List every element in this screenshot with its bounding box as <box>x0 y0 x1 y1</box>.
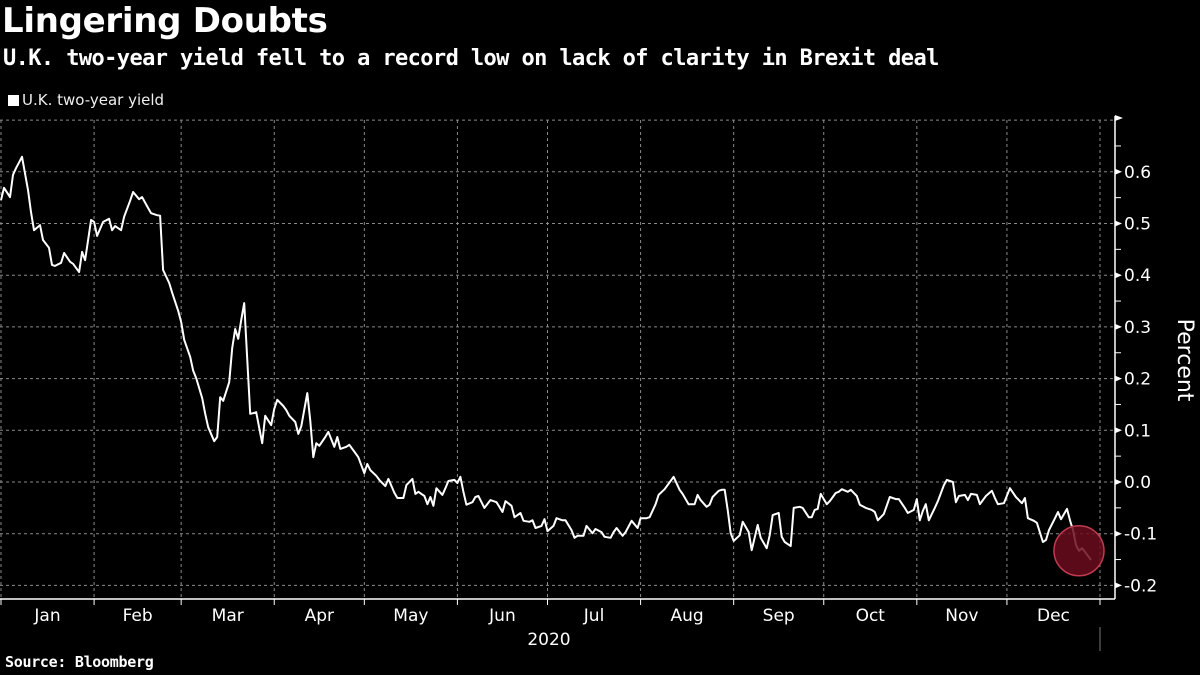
y-tick-marker <box>1115 530 1122 537</box>
y-tick-marker <box>1115 479 1122 485</box>
x-tick-label: Nov <box>945 606 978 626</box>
legend: U.K. two-year yield <box>8 90 164 110</box>
x-tick-label: Mar <box>212 606 244 626</box>
y-tick-label: 0.3 <box>1124 318 1151 338</box>
y-tick-label: 0.6 <box>1124 163 1151 183</box>
y-axis-title: Percent <box>1172 319 1197 402</box>
series-line-uk-two-year-yield <box>0 155 1092 561</box>
y-tick-label: 0.2 <box>1124 370 1151 390</box>
chart-title: Lingering Doubts <box>2 1 328 41</box>
legend-label: U.K. two-year yield <box>22 91 165 109</box>
highlight-layer <box>1053 525 1105 577</box>
y-axis-arrow-icon <box>1115 115 1123 121</box>
y-tick-marker <box>1115 427 1122 434</box>
y-tick-marker <box>1115 272 1122 279</box>
axes <box>0 115 1123 651</box>
x-tick-label: May <box>393 606 428 626</box>
axis-labels: 0.6 0.5 0.4 0.3 0.2 0.1 0.0 -0.1 -0.2 Jan Feb Mar Ap… <box>33 163 1197 650</box>
y-tick-marker <box>1115 220 1122 227</box>
y-tick-marker <box>1115 582 1122 589</box>
source-note: Source: Bloomberg <box>5 653 154 671</box>
x-tick-label: Feb <box>123 606 153 626</box>
y-tick-label: -0.1 <box>1124 525 1157 545</box>
y-tick-label: 0.1 <box>1124 421 1151 441</box>
gridlines <box>0 119 1115 599</box>
y-tick-marker <box>1115 323 1122 330</box>
y-tick-label: 0.5 <box>1124 215 1151 235</box>
x-tick-label: Oct <box>856 606 886 626</box>
x-tick-label: Jul <box>583 606 605 626</box>
y-tick-label: -0.2 <box>1124 576 1157 596</box>
chart-subtitle: U.K. two-year yield fell to a record low… <box>3 46 939 71</box>
x-tick-label: Jun <box>488 606 516 626</box>
x-tick-label: Apr <box>305 606 334 626</box>
y-tick-label: 0.4 <box>1124 266 1151 286</box>
legend-swatch-icon <box>8 94 19 106</box>
x-tick-label: Sep <box>763 606 795 626</box>
x-tick-label: Aug <box>671 606 704 626</box>
series-layer <box>0 155 1092 561</box>
x-tick-label: Dec <box>1037 606 1070 626</box>
y-tick-label: 0.0 <box>1124 473 1151 493</box>
x-tick-label: Jan <box>33 606 60 626</box>
y-tick-marker <box>1115 168 1122 175</box>
x-axis-year-label: 2020 <box>527 630 570 650</box>
y-tick-marker <box>1115 375 1122 382</box>
record-low-highlight-circle <box>1053 525 1105 577</box>
